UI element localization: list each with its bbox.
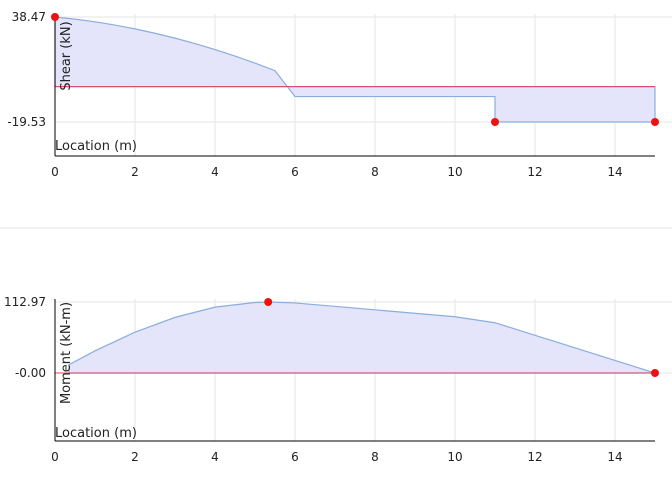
extreme-point [51, 13, 59, 21]
shear-diagram: 0 2 4 6 8 10 12 14 38.47 -19.53 Location (m) Shear … [7, 10, 672, 179]
series-area [68, 301, 656, 374]
y-tick-label: -0.00 [15, 366, 46, 380]
extreme-point [651, 118, 659, 126]
x-tick-label: 12 [527, 165, 542, 179]
x-tick-label: 4 [211, 450, 219, 464]
y-tick-label: 112.97 [4, 295, 46, 309]
x-tick-label: 0 [51, 165, 59, 179]
y-axis-title: Moment (kN-m) [59, 302, 74, 404]
moment-diagram: 0 2 4 6 8 10 12 14 112.97 -0.00 Location (m) Moment… [4, 295, 672, 464]
x-tick-label: 2 [131, 450, 139, 464]
x-tick-label: 8 [371, 165, 379, 179]
x-tick-label: 4 [211, 165, 219, 179]
extreme-point [491, 118, 499, 126]
y-tick-label: -19.53 [7, 115, 46, 129]
x-tick-label: 10 [447, 450, 462, 464]
y-tick-label: 38.47 [12, 10, 46, 24]
x-tick-label: 14 [607, 165, 622, 179]
extreme-point [651, 369, 659, 377]
x-tick-label: 10 [447, 165, 462, 179]
y-axis-title: Shear (kN) [59, 21, 74, 90]
x-tick-label: 8 [371, 450, 379, 464]
x-tick-label: 14 [607, 450, 622, 464]
extreme-point [264, 298, 273, 306]
series-area [54, 16, 656, 123]
x-tick-label: 2 [131, 165, 139, 179]
x-tick-label: 12 [527, 450, 542, 464]
x-axis-title: Location (m) [55, 426, 137, 441]
x-axis-title: Location (m) [55, 139, 137, 154]
x-tick-label: 0 [51, 450, 59, 464]
x-tick-label: 6 [291, 165, 299, 179]
x-tick-label: 6 [291, 450, 299, 464]
